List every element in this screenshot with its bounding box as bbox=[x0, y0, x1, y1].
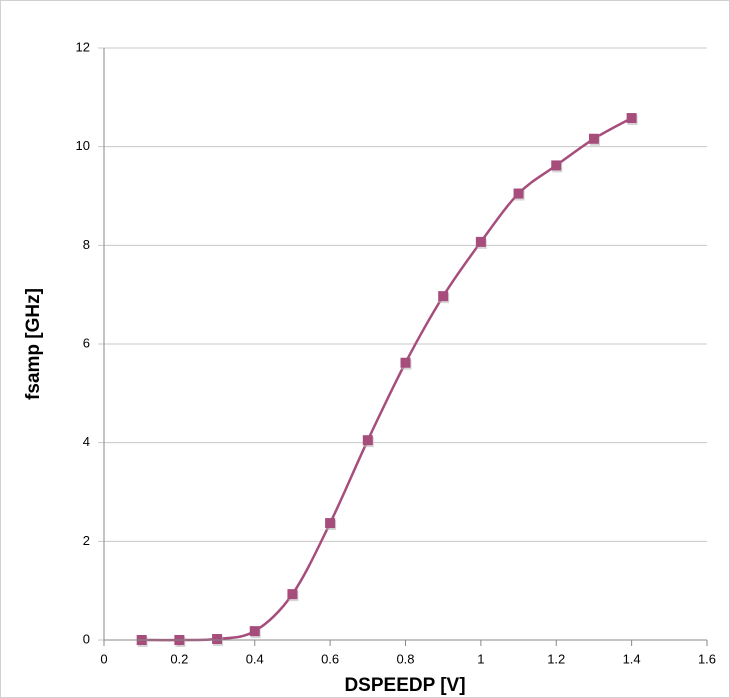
x-tick-label: 0.8 bbox=[396, 651, 414, 666]
x-tick-label: 1.4 bbox=[623, 651, 641, 666]
series-line bbox=[141, 116, 633, 642]
y-tick-label: 2 bbox=[83, 533, 90, 548]
x-tick-label: 1 bbox=[477, 651, 484, 666]
data-point bbox=[513, 188, 524, 199]
x-tick-label: 0.4 bbox=[246, 651, 264, 666]
y-tick-label: 12 bbox=[76, 39, 90, 54]
data-point bbox=[325, 518, 336, 529]
y-tick-label: 10 bbox=[76, 138, 90, 153]
data-point bbox=[626, 113, 637, 124]
data-point bbox=[400, 357, 411, 368]
x-tick-label: 0 bbox=[100, 651, 107, 666]
y-tick-label: 8 bbox=[83, 237, 90, 252]
x-tick-label: 1.6 bbox=[698, 651, 716, 666]
data-point bbox=[588, 133, 599, 144]
data-point bbox=[438, 291, 449, 302]
data-point bbox=[475, 236, 486, 247]
y-tick-label: 4 bbox=[83, 434, 90, 449]
y-tick-label: 0 bbox=[83, 631, 90, 646]
data-point bbox=[287, 589, 298, 600]
x-tick-label: 1.2 bbox=[547, 651, 565, 666]
data-point bbox=[551, 160, 562, 171]
y-axis-title: fsamp [GHz] bbox=[23, 288, 44, 400]
x-axis-title: DSPEEDP [V] bbox=[344, 675, 465, 696]
y-tick-label: 6 bbox=[83, 335, 90, 350]
data-point bbox=[249, 626, 260, 637]
data-point bbox=[212, 634, 223, 645]
x-tick-label: 0.2 bbox=[170, 651, 188, 666]
x-tick-label: 0.6 bbox=[321, 651, 339, 666]
data-point bbox=[362, 435, 373, 446]
